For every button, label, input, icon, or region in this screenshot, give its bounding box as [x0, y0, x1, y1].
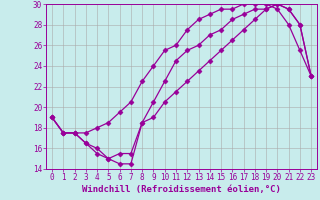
X-axis label: Windchill (Refroidissement éolien,°C): Windchill (Refroidissement éolien,°C) — [82, 185, 281, 194]
